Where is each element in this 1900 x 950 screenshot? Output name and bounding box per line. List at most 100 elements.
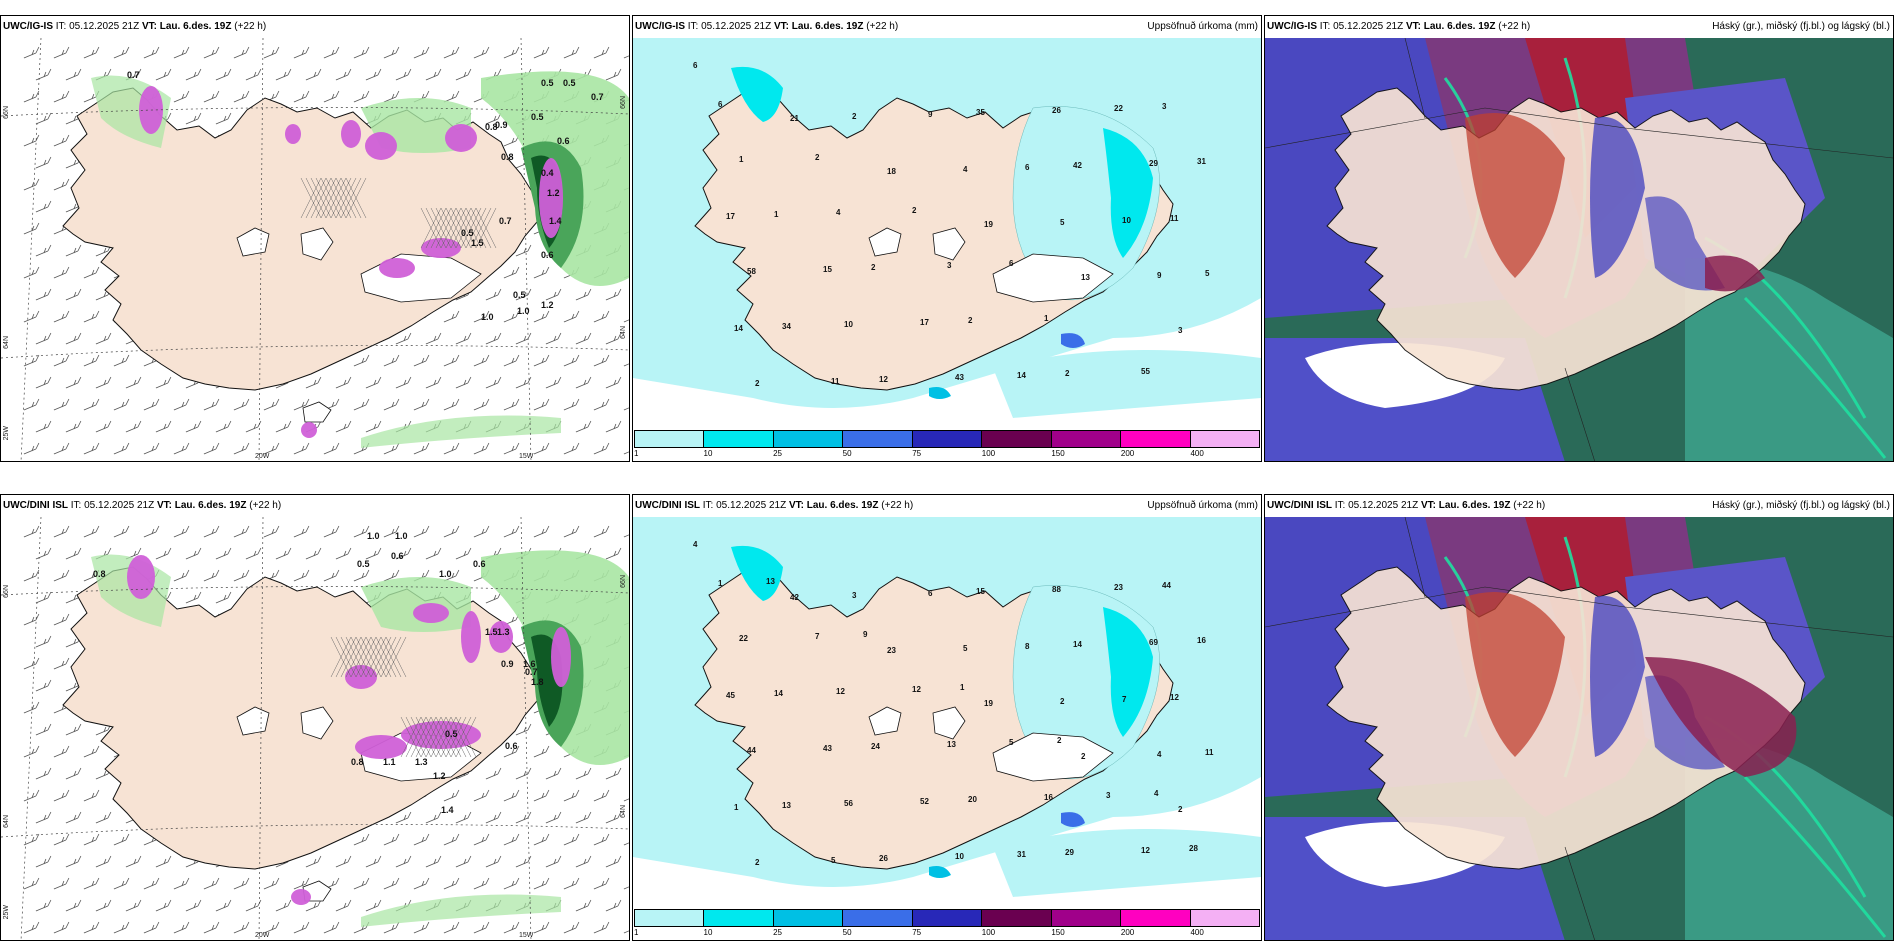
precip-value: 52 xyxy=(920,797,929,806)
model-name: UWC/IG-IS xyxy=(1267,21,1317,32)
lon-label: 25W xyxy=(3,426,10,441)
colorbar-swatch xyxy=(1121,431,1191,447)
wind-precip-value: 1.3 xyxy=(415,757,428,767)
colorbar: 1 10 25 50 75 100 150 200 400 xyxy=(634,909,1260,939)
wind-precip-value: 1.5 xyxy=(485,627,498,637)
panel-header: UWC/IG-IS IT: 05.12.2025 21Z VT: Lau. 6.… xyxy=(1265,16,1893,42)
colorbar-tick: 50 xyxy=(842,449,852,458)
precip-value: 4 xyxy=(963,165,968,174)
precip-value: 11 xyxy=(831,377,840,386)
precip-value: 44 xyxy=(747,746,756,755)
valid-time: Lau. 6.des. 19Z xyxy=(791,21,864,32)
wind-precip-value: 1.8 xyxy=(531,677,544,687)
precip-value: 4 xyxy=(1157,750,1162,759)
wind-precip-value: 1.6 xyxy=(523,659,536,669)
precip-value: 1 xyxy=(774,210,779,219)
wind-precip-value: 1.5 xyxy=(471,238,484,248)
wind-precip-value: 0.5 xyxy=(531,112,544,122)
precip-value: 42 xyxy=(1073,161,1082,170)
panel-header: UWC/DINI ISL IT: 05.12.2025 21Z VT: Lau.… xyxy=(1,495,629,521)
colorbar-tick: 400 xyxy=(1190,928,1204,937)
lon-label: 15W xyxy=(519,932,534,939)
wind-precip-value: 0.6 xyxy=(391,551,404,561)
precip-value: 13 xyxy=(947,740,956,749)
precip-value: 8 xyxy=(1025,642,1030,651)
valid-time: Lau. 6.des. 19Z xyxy=(174,500,247,511)
field-title: Uppsöfnuð úrkoma (mm) xyxy=(1147,21,1258,32)
wind-precip-value: 1.0 xyxy=(367,531,380,541)
precip-value: 3 xyxy=(1178,326,1183,335)
model-name: UWC/IG-IS xyxy=(3,21,53,32)
precip-value: 17 xyxy=(920,318,929,327)
precip-value: 17 xyxy=(726,212,735,221)
precip-value: 5 xyxy=(963,644,968,653)
colorbar-swatch xyxy=(1190,910,1259,926)
lead-time: (+22 h) xyxy=(881,500,914,511)
precip-value: 21 xyxy=(790,114,799,123)
colorbar-swatch xyxy=(635,910,705,926)
colorbar-swatch xyxy=(1121,910,1191,926)
precip-value: 26 xyxy=(879,854,888,863)
precip-value: 1 xyxy=(734,803,739,812)
precip-value: 19 xyxy=(984,699,993,708)
lead-time: (+22 h) xyxy=(1498,21,1531,32)
colorbar-swatch xyxy=(912,910,983,926)
wind-precip-value: 0.7 xyxy=(591,92,604,102)
wind-precip-value: 0.7 xyxy=(127,70,140,80)
wind-precip-value: 1.2 xyxy=(547,188,560,198)
precip-value: 10 xyxy=(844,320,853,329)
wind-precip-value: 1.2 xyxy=(541,300,554,310)
precip-value: 14 xyxy=(1017,371,1026,380)
precip-value: 6 xyxy=(928,589,933,598)
field-title: Háský (gr.), miðský (fj.bl.) og lágský (… xyxy=(1712,500,1890,511)
colorbar-swatch xyxy=(704,910,774,926)
precip-value: 45 xyxy=(726,691,735,700)
valid-time-label: VT: xyxy=(788,500,804,511)
precip-value: 23 xyxy=(887,646,896,655)
wind-precip-value: 0.6 xyxy=(473,559,486,569)
precip-value: 1 xyxy=(960,683,965,692)
precip-value: 19 xyxy=(984,220,993,229)
model-name: UWC/DINI ISL xyxy=(3,500,68,511)
precip-value: 4 xyxy=(693,540,698,549)
lon-label: 20W xyxy=(255,453,270,460)
precip-value: 13 xyxy=(766,577,775,586)
wind-precip-value: 0.5 xyxy=(541,78,554,88)
precip-value: 2 xyxy=(1057,736,1062,745)
colorbar-tick: 10 xyxy=(703,449,713,458)
init-time: IT: 05.12.2025 21Z xyxy=(55,21,140,32)
panel-header: UWC/DINI ISL IT: 05.12.2025 21Z VT: Lau.… xyxy=(633,495,1261,521)
colorbar-tick: 1 xyxy=(634,449,639,458)
precip-value: 5 xyxy=(1205,269,1210,278)
field-title: Uppsöfnuð úrkoma (mm) xyxy=(1147,500,1258,511)
precip-value: 15 xyxy=(823,265,832,274)
precip-value: 2 xyxy=(1178,805,1183,814)
panel-ig-wind-precip: UWC/IG-IS IT: 05.12.2025 21Z VT: Lau. 6.… xyxy=(0,15,630,462)
precip-value: 58 xyxy=(747,267,756,276)
wind-precip-value: 1.4 xyxy=(549,216,562,226)
precip-value: 31 xyxy=(1197,157,1206,166)
lat-label: 64N xyxy=(620,326,627,339)
precip-value: 34 xyxy=(782,322,791,331)
wind-precip-value: 1.0 xyxy=(517,306,530,316)
colorbar-tick: 150 xyxy=(1051,449,1065,458)
field-title: Háský (gr.), miðský (fj.bl.) og lágský (… xyxy=(1712,21,1890,32)
valid-time-label: VT: xyxy=(1405,21,1421,32)
precip-value: 2 xyxy=(755,858,760,867)
colorbar-tick: 200 xyxy=(1120,449,1135,458)
wind-precip-value: 0.9 xyxy=(501,659,514,669)
wind-precip-value: 0.8 xyxy=(485,122,498,132)
wind-precip-value: 0.6 xyxy=(505,741,518,751)
precip-value: 12 xyxy=(1170,693,1179,702)
colorbar-tick: 25 xyxy=(773,449,783,458)
wind-precip-value: 0.8 xyxy=(351,757,364,767)
precip-value: 15 xyxy=(976,587,985,596)
precip-value: 2 xyxy=(912,206,917,215)
precip-value: 3 xyxy=(947,261,952,270)
model-name: UWC/DINI ISL xyxy=(635,500,700,511)
valid-time: Lau. 6.des. 19Z xyxy=(806,500,879,511)
colorbar-swatch xyxy=(843,910,913,926)
precip-value: 1 xyxy=(718,579,723,588)
precip-value: 11 xyxy=(1170,214,1179,223)
precip-value: 2 xyxy=(1065,369,1070,378)
